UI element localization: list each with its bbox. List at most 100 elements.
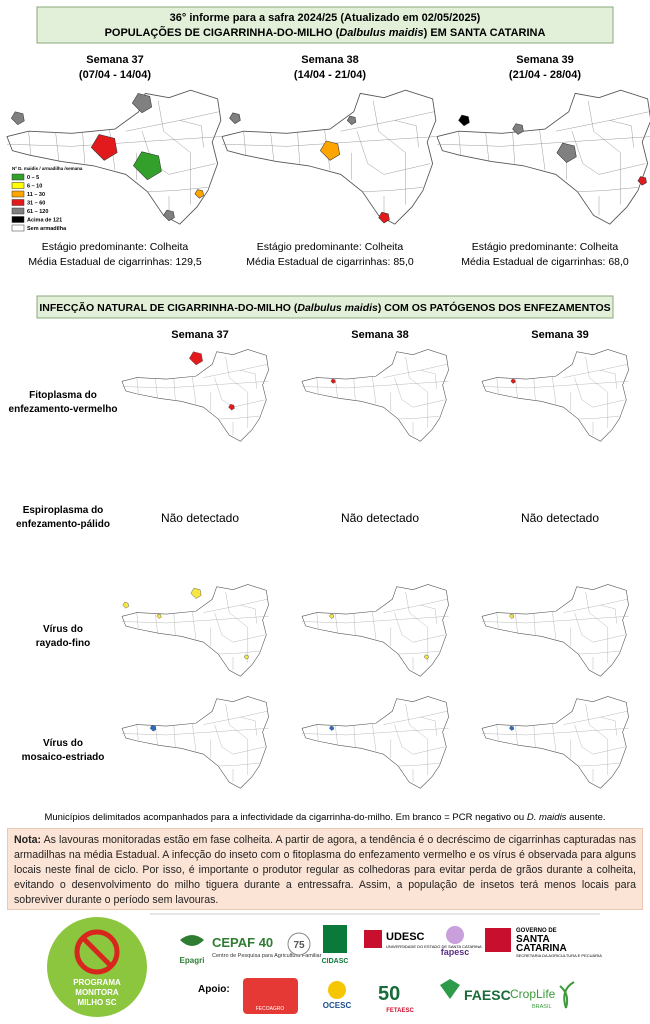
logo-text: 75 [293, 940, 305, 951]
state-mean: Média Estadual de cigarrinhas: 129,5 [28, 256, 202, 268]
text: ) EM SANTA CATARINA [424, 27, 546, 39]
map-region [189, 351, 203, 366]
note-text: As lavouras monitoradas estão em fase co… [14, 834, 636, 906]
week-dates: (21/04 - 28/04) [509, 69, 581, 81]
map [436, 89, 650, 225]
map-outline [121, 696, 269, 789]
map [481, 696, 629, 789]
map [121, 584, 269, 677]
week-dates: (07/04 - 14/04) [79, 69, 151, 81]
text: Municípios delimitados acompanhados para… [44, 812, 526, 823]
row-label: enfezamento-pálido [16, 519, 110, 530]
icon [180, 935, 204, 946]
stage: Estágio predominante: Colheita [472, 241, 619, 253]
note-label: Nota: [14, 834, 42, 846]
map-region [122, 602, 129, 609]
map [121, 349, 269, 442]
map-region [330, 378, 336, 384]
map-region [346, 115, 357, 126]
stage: Estágio predominante: Colheita [42, 241, 189, 253]
header-box [36, 6, 614, 44]
row-label: mosaico-estriado [22, 752, 105, 763]
logo-text: FECOAGRO [256, 1006, 285, 1012]
week-title: Semana 37 [86, 54, 143, 66]
logo-text: PROGRAMA [73, 978, 121, 987]
map-region [90, 134, 118, 161]
icon [287, 932, 311, 956]
row-label: Fitoplasma do [29, 390, 97, 401]
row-label: Vírus do [43, 738, 83, 749]
legend-label: 61 – 120 [27, 209, 48, 215]
week-title: Semana 39 [516, 54, 573, 66]
map-region [510, 378, 516, 384]
icon [559, 981, 575, 1009]
text: POPULAÇÕES DE CIGARRINHA-DO-MILHO ( [105, 26, 340, 39]
icon [243, 978, 298, 1014]
map [481, 584, 629, 677]
logo-text: BRASIL [532, 1004, 552, 1010]
logo-text: CropLife [510, 987, 556, 1001]
text: D. maidis [527, 812, 567, 823]
text: Dalbulus maidis [297, 302, 378, 314]
map-outline [436, 89, 650, 225]
map-outline [481, 584, 629, 677]
logo-text: MONITORA [75, 988, 119, 997]
map [301, 584, 449, 677]
icon [323, 925, 347, 953]
map-region [163, 209, 175, 222]
map-outline [301, 349, 449, 442]
map-region [329, 725, 335, 731]
map-region [378, 211, 390, 224]
legend-swatch [11, 173, 25, 181]
map-outline [301, 696, 449, 789]
program-logo [47, 917, 147, 1017]
legend-label: 0 – 5 [27, 175, 39, 181]
legend-label: 6 – 10 [27, 184, 42, 190]
logo-text: CEPAF 40 [212, 935, 273, 950]
map-region [637, 176, 647, 186]
logo-text: SECRETARIA DA AGRICULTURA E PECUÁRIA [516, 953, 602, 958]
map-outline [301, 584, 449, 677]
icon [485, 928, 511, 952]
logo-text: SANTA [516, 934, 550, 945]
map [221, 89, 437, 225]
text: ausente. [566, 812, 605, 823]
logo-text: OCESC [323, 1001, 352, 1010]
map-region [512, 123, 524, 135]
logo-text: FETAESC [386, 1008, 414, 1014]
map [6, 89, 222, 225]
logo-text: Epagri [180, 956, 205, 965]
map [301, 349, 449, 442]
cell-text: Não detectado [521, 511, 599, 525]
section-title: INFECÇÃO NATURAL DE CIGARRINHA-DO-MILHO … [39, 301, 610, 314]
week-title: Semana 38 [351, 329, 408, 341]
map [301, 696, 449, 789]
logo-text: CIDASC [322, 958, 349, 965]
map-region [243, 654, 249, 660]
icon [440, 979, 460, 999]
logo-text: Centro de Pesquisa para Agricultura Fami… [212, 953, 322, 959]
row-label: Vírus do [43, 624, 83, 635]
icon [328, 981, 346, 999]
logo-text: MILHO SC [77, 998, 116, 1007]
header-line: 36° informe para a safra 2024/25 (Atuali… [170, 12, 481, 24]
section-box [36, 295, 614, 319]
header-line: POPULAÇÕES DE CIGARRINHA-DO-MILHO (Dalbu… [105, 26, 546, 39]
week-title: Semana 39 [531, 329, 588, 341]
map-region [156, 613, 162, 619]
map-region [319, 140, 341, 161]
map-region [131, 93, 153, 114]
map-region [194, 189, 204, 199]
map-region [556, 142, 577, 163]
legend-swatch [11, 216, 25, 223]
icon [446, 926, 464, 944]
row-label: rayado-fino [36, 638, 90, 649]
cell-text: Não detectado [161, 511, 239, 525]
icon [81, 936, 113, 968]
state-mean: Média Estadual de cigarrinhas: 85,0 [246, 256, 414, 268]
map-region [458, 114, 470, 127]
cell-text: Não detectado [341, 511, 419, 525]
week-dates: (14/04 - 21/04) [294, 69, 366, 81]
map-outline [121, 584, 269, 677]
